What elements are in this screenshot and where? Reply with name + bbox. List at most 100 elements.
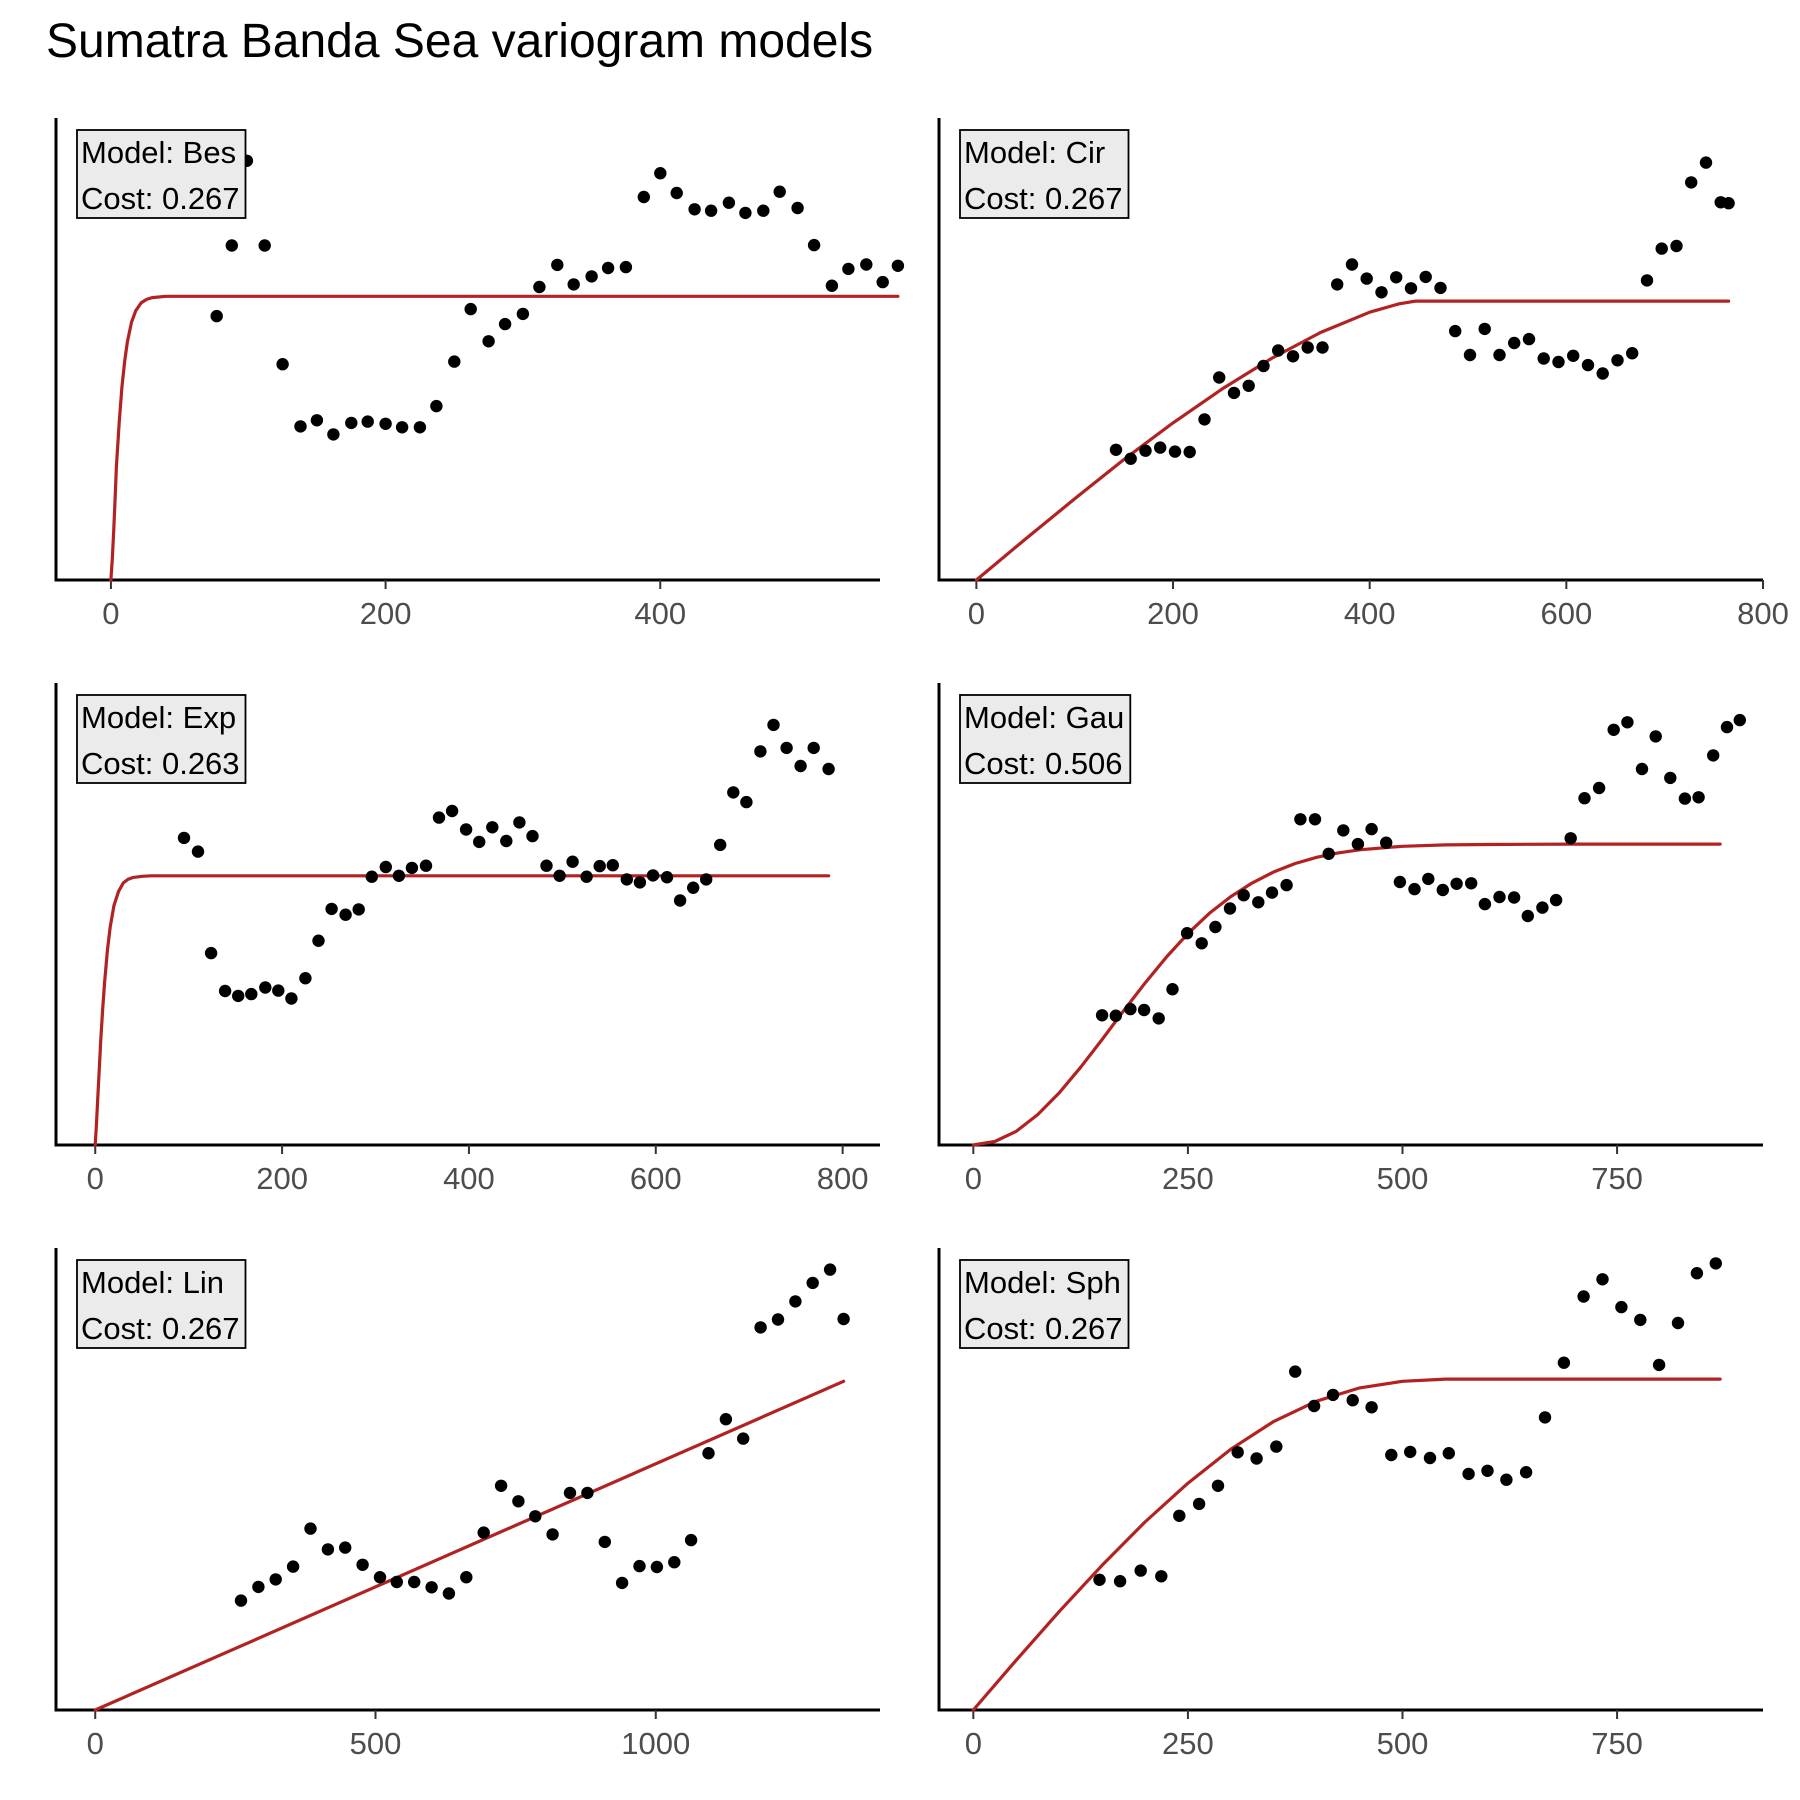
model-label: Model: Sph [964, 1265, 1121, 1300]
data-point [1434, 281, 1447, 295]
x-tick-label: 250 [1162, 1161, 1214, 1196]
data-point [494, 1479, 508, 1493]
data-point [1095, 1009, 1109, 1022]
data-point [1237, 889, 1250, 902]
panel-3: 0 200 400 600 800 Model: Exp Cost: 0.263 [54, 683, 880, 1196]
data-point [1699, 156, 1713, 169]
data-point [580, 870, 593, 883]
x-tick-label: 800 [817, 1161, 869, 1196]
data-point [356, 1558, 369, 1572]
data-point [285, 992, 298, 1005]
data-point [670, 186, 683, 200]
data-point [1337, 824, 1350, 837]
data-point [1173, 1509, 1186, 1523]
data-point [1124, 452, 1137, 465]
data-point [1213, 371, 1226, 384]
data-point [379, 417, 392, 430]
data-point [1093, 1573, 1106, 1587]
data-point [789, 1295, 802, 1308]
data-point [1507, 891, 1521, 904]
cost-label: Cost: 0.263 [81, 746, 240, 781]
data-point [1671, 1316, 1685, 1330]
data-point [737, 1432, 750, 1445]
data-point [1380, 836, 1393, 849]
panel-1: 0 200 400 Model: Bes Cost: 0.267 [54, 118, 905, 631]
cost-label: Cost: 0.506 [964, 746, 1123, 781]
data-point [1195, 937, 1208, 950]
x-tick-label: 0 [102, 596, 119, 631]
data-point [486, 821, 499, 834]
data-point [633, 1559, 646, 1573]
data-point [442, 1587, 456, 1600]
data-point [482, 335, 495, 348]
legend-box [959, 1259, 1130, 1349]
legend-box [76, 129, 247, 219]
data-point [1242, 379, 1255, 392]
data-point [1257, 359, 1270, 373]
data-point [1223, 902, 1237, 915]
data-point [321, 1543, 335, 1556]
data-point [430, 399, 443, 413]
data-point [687, 881, 700, 894]
data-point [1436, 883, 1450, 897]
data-point [1578, 792, 1591, 805]
data-point [1592, 781, 1606, 795]
panel-5: 0 500 1000 Model: Lin Cost: 0.267 [54, 1248, 880, 1761]
data-point [1192, 1497, 1206, 1511]
data-point [339, 908, 352, 921]
data-point [1442, 1447, 1456, 1460]
data-point [1577, 1290, 1590, 1303]
data-point [339, 1541, 352, 1554]
data-point [1478, 322, 1491, 336]
data-point [593, 859, 606, 873]
model-label: Model: Bes [81, 135, 236, 170]
legend-box [959, 694, 1132, 784]
data-point [526, 829, 539, 843]
data-point [1326, 1388, 1340, 1402]
data-point [780, 741, 793, 755]
data-point [1664, 771, 1677, 785]
data-point [1113, 1575, 1127, 1588]
x-tick-label: 750 [1591, 1161, 1643, 1196]
data-point [325, 902, 338, 916]
cost-label: Cost: 0.267 [81, 1311, 240, 1346]
data-point [1360, 272, 1373, 285]
data-point [727, 786, 740, 799]
data-point [1564, 832, 1577, 845]
data-point [286, 1560, 300, 1573]
data-point [1385, 1448, 1398, 1462]
data-point [1519, 1466, 1533, 1479]
data-point [1500, 1473, 1513, 1486]
data-point [1685, 176, 1698, 189]
data-point [771, 1313, 785, 1326]
data-point [408, 1575, 421, 1589]
data-point [1567, 349, 1580, 362]
data-point [232, 989, 245, 1003]
data-point [794, 759, 807, 773]
data-point [529, 1510, 542, 1523]
model-fit-line [974, 299, 1731, 582]
data-point [294, 420, 307, 433]
data-point [1308, 813, 1322, 826]
data-point [516, 307, 530, 321]
data-point [1692, 791, 1705, 804]
data-point [807, 238, 821, 252]
data-point [379, 860, 392, 874]
data-point [1109, 443, 1123, 456]
data-point [1365, 822, 1378, 836]
data-point [1168, 445, 1182, 458]
data-point [1581, 358, 1595, 372]
data-point [327, 428, 340, 441]
data-point [1450, 877, 1463, 890]
data-point [1134, 1564, 1147, 1577]
data-point [425, 1581, 438, 1594]
x-tick-label: 0 [968, 596, 985, 631]
data-point [1272, 344, 1285, 357]
data-point [1351, 837, 1365, 851]
x-tick-label: 400 [1344, 596, 1396, 631]
data-point [1449, 324, 1462, 338]
data-point [1652, 1358, 1666, 1372]
data-point [1635, 762, 1649, 776]
data-point [1508, 336, 1521, 350]
model-fit-line [93, 1379, 846, 1712]
